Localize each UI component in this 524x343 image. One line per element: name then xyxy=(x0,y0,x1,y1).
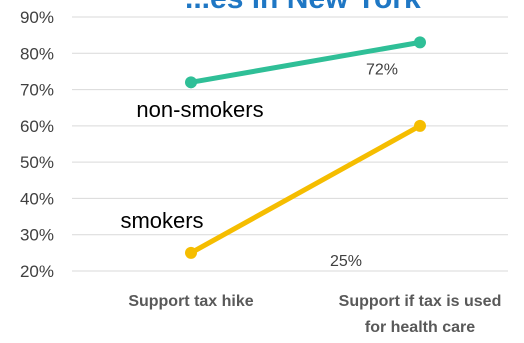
y-axis-ticks: 20% 30% 40% 50% 60% 70% 80% 90% xyxy=(20,8,54,281)
y-tick-label: 90% xyxy=(20,8,54,27)
chart-title: ...es in New York xyxy=(185,0,421,15)
data-point xyxy=(185,76,197,89)
x-category-label: Support if tax is used xyxy=(339,293,502,310)
data-point xyxy=(414,119,426,132)
series-line xyxy=(188,39,423,85)
data-label: 72% xyxy=(366,61,398,78)
y-tick-label: 30% xyxy=(20,226,54,245)
x-axis-categories: Support tax hike Support if tax is used fo… xyxy=(128,293,501,336)
y-tick-label: 70% xyxy=(20,81,54,100)
data-point xyxy=(185,246,197,259)
series-label: smokers xyxy=(120,208,203,233)
y-tick-label: 40% xyxy=(20,189,54,208)
x-category-label: Support tax hike xyxy=(128,293,253,310)
y-tick-label: 50% xyxy=(20,153,54,172)
series-label: non-smokers xyxy=(136,97,263,122)
data-label: 25% xyxy=(330,253,362,270)
x-category-label: for health care xyxy=(365,319,475,336)
y-tick-label: 20% xyxy=(20,262,54,281)
series-line xyxy=(188,123,423,256)
series-smokers: 25%60%smokers xyxy=(120,119,426,270)
y-tick-label: 80% xyxy=(20,44,54,63)
y-tick-label: 60% xyxy=(20,117,54,136)
series-non-smokers: 72%83%non-smokers xyxy=(136,36,426,122)
data-point xyxy=(414,36,426,49)
